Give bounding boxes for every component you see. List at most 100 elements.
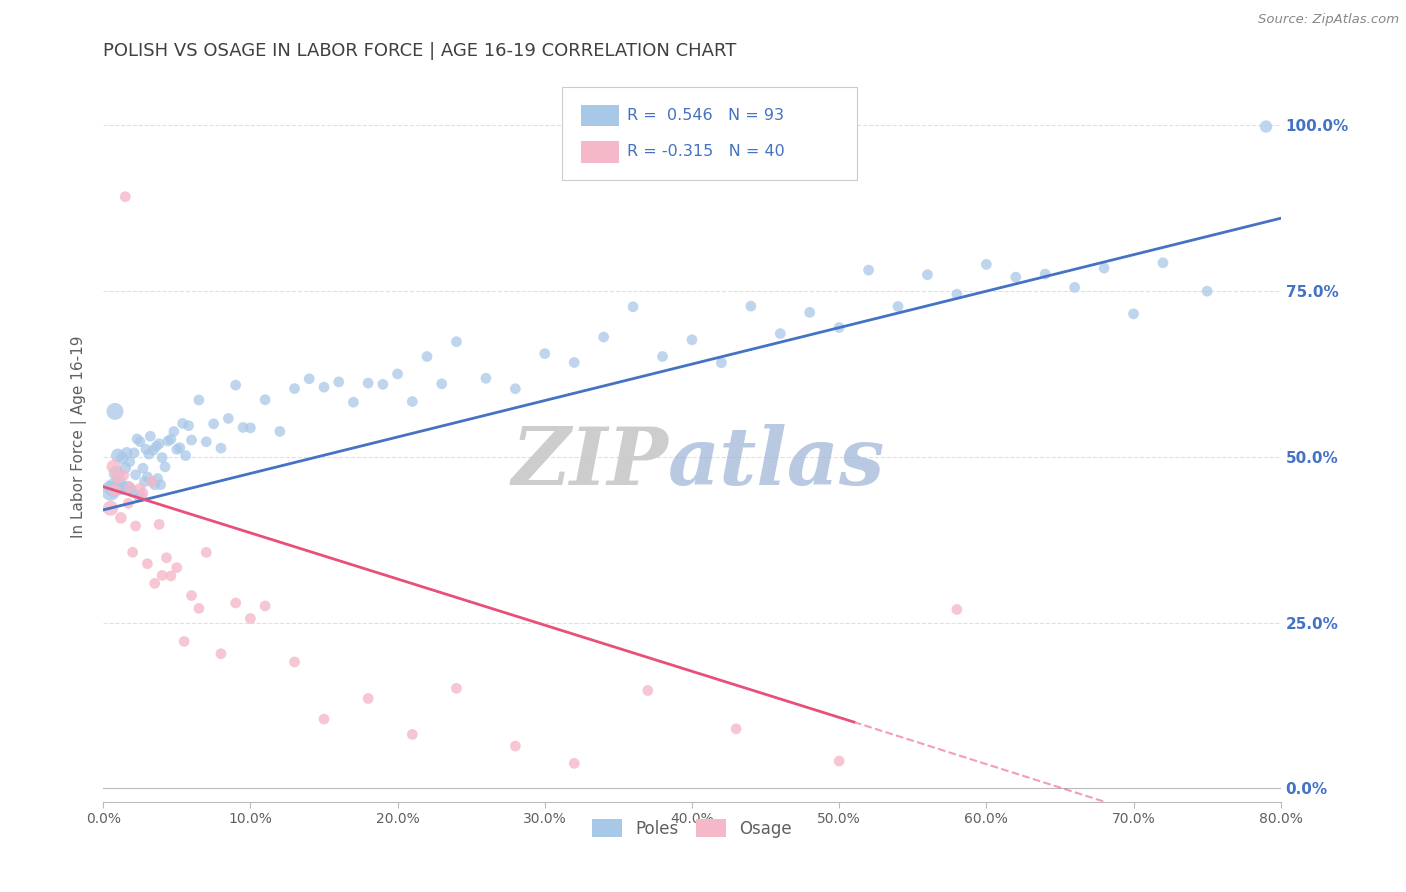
Point	[401, 394, 423, 409]
Point	[1197, 284, 1219, 298]
Point	[740, 299, 762, 313]
Point	[160, 569, 183, 583]
Point	[103, 459, 125, 474]
Point	[150, 568, 173, 582]
Point	[125, 432, 148, 446]
Point	[141, 475, 163, 489]
Text: ZIP: ZIP	[512, 424, 668, 501]
Point	[651, 350, 673, 364]
Point	[283, 655, 305, 669]
Point	[681, 333, 703, 347]
Point	[887, 300, 910, 314]
Point	[446, 334, 468, 349]
Point	[160, 432, 183, 446]
Point	[107, 470, 129, 484]
Point	[562, 355, 585, 369]
Point	[1004, 270, 1026, 285]
Point	[254, 392, 277, 407]
Point	[592, 330, 614, 344]
Point	[132, 461, 155, 475]
Point	[387, 367, 409, 381]
Point	[143, 576, 166, 591]
Point	[505, 382, 527, 396]
Point	[143, 478, 166, 492]
Point	[828, 754, 851, 768]
Point	[166, 442, 188, 457]
Point	[134, 475, 156, 489]
Point	[136, 470, 159, 484]
Point	[118, 455, 141, 469]
Point	[100, 501, 122, 516]
Point	[225, 596, 247, 610]
Point	[328, 375, 350, 389]
Point	[1092, 261, 1115, 276]
Point	[202, 417, 225, 431]
Point	[1033, 267, 1056, 281]
Point	[232, 420, 254, 434]
Point	[117, 496, 139, 510]
Point	[124, 519, 146, 533]
Point	[148, 517, 170, 532]
Point	[156, 434, 179, 448]
FancyBboxPatch shape	[581, 141, 619, 163]
Point	[153, 459, 176, 474]
Point	[342, 395, 364, 409]
Point	[104, 404, 127, 418]
Point	[401, 727, 423, 741]
Point	[121, 485, 143, 500]
Point	[710, 356, 733, 370]
Point	[1063, 280, 1085, 294]
Point	[149, 477, 172, 491]
Point	[112, 481, 135, 495]
Point	[217, 411, 239, 425]
Point	[129, 434, 152, 449]
Point	[105, 467, 128, 481]
Point	[946, 287, 969, 301]
Point	[172, 417, 194, 431]
Point	[637, 683, 659, 698]
Point	[114, 461, 136, 475]
Point	[180, 433, 202, 447]
Point	[136, 557, 159, 571]
Point	[187, 392, 209, 407]
Point	[239, 421, 262, 435]
Point	[371, 377, 394, 392]
Point	[146, 471, 169, 485]
Point	[108, 475, 131, 490]
Point	[117, 479, 139, 493]
Point	[139, 429, 162, 443]
Point	[121, 545, 143, 559]
Legend: Poles, Osage: Poles, Osage	[586, 813, 799, 845]
Point	[312, 380, 335, 394]
Point	[166, 560, 188, 574]
Text: POLISH VS OSAGE IN LABOR FORCE | AGE 16-19 CORRELATION CHART: POLISH VS OSAGE IN LABOR FORCE | AGE 16-…	[103, 42, 737, 60]
Point	[828, 320, 851, 334]
Point	[110, 511, 132, 525]
Point	[187, 601, 209, 615]
Point	[135, 442, 157, 457]
Point	[976, 257, 998, 271]
Point	[254, 599, 277, 613]
Point	[357, 376, 380, 391]
Point	[129, 482, 152, 496]
Point	[177, 418, 200, 433]
Point	[562, 756, 585, 771]
Point	[209, 647, 232, 661]
Point	[118, 480, 141, 494]
Point	[142, 443, 165, 458]
Point	[505, 739, 527, 753]
Point	[283, 382, 305, 396]
Text: R =  0.546   N = 93: R = 0.546 N = 93	[627, 108, 785, 123]
Point	[769, 326, 792, 341]
Point	[138, 447, 160, 461]
Point	[799, 305, 821, 319]
Point	[174, 449, 197, 463]
Point	[145, 439, 167, 453]
Point	[209, 441, 232, 455]
Text: Source: ZipAtlas.com: Source: ZipAtlas.com	[1258, 13, 1399, 27]
Point	[131, 490, 153, 504]
Y-axis label: In Labor Force | Age 16-19: In Labor Force | Age 16-19	[72, 335, 87, 538]
Point	[112, 468, 135, 483]
Point	[163, 425, 186, 439]
Point	[122, 446, 145, 460]
